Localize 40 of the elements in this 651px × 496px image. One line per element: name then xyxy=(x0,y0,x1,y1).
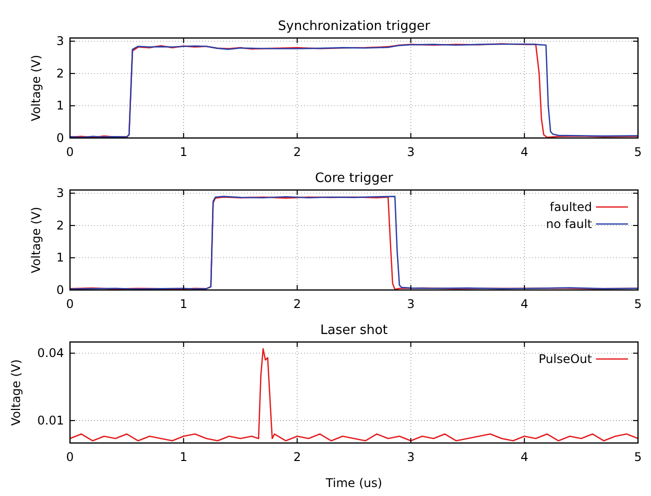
x-tick-label: 4 xyxy=(520,450,528,464)
chart-title: Laser shot xyxy=(320,323,388,338)
x-tick-label: 3 xyxy=(406,297,415,311)
y-tick-label: 3 xyxy=(56,34,64,48)
x-tick-label: 5 xyxy=(634,297,642,311)
x-tick-label: 4 xyxy=(520,145,528,159)
x-tick-label: 2 xyxy=(293,145,302,159)
x-tick-label: 3 xyxy=(406,450,415,464)
chart-title: Synchronization trigger xyxy=(278,19,431,34)
y-tick-label: 0 xyxy=(56,283,64,297)
y-tick-label: 2 xyxy=(56,66,64,80)
x-tick-label: 2 xyxy=(293,297,302,311)
x-tick-label: 0 xyxy=(66,450,74,464)
legend-label: PulseOut xyxy=(538,352,592,366)
x-tick-label: 1 xyxy=(180,450,188,464)
y-tick-label: 3 xyxy=(56,186,64,200)
line-series xyxy=(69,348,639,442)
x-tick-label: 1 xyxy=(180,297,188,311)
legend-label: no fault xyxy=(546,217,592,231)
y-tick-label: 0 xyxy=(56,131,64,145)
y-axis-title: Voltage (V) xyxy=(29,54,43,122)
y-axis-title: Voltage (V) xyxy=(9,359,23,426)
x-tick-label: 2 xyxy=(293,450,302,464)
x-tick-label: 5 xyxy=(634,145,642,159)
x-tick-label: 5 xyxy=(634,450,642,464)
line-series xyxy=(69,43,639,138)
x-axis-title: Time (us) xyxy=(324,476,382,490)
chart-title: Core trigger xyxy=(314,171,394,186)
y-tick-label: 0.01 xyxy=(37,414,64,428)
legend-label: faulted xyxy=(550,200,592,214)
y-tick-label: 0.04 xyxy=(37,346,64,360)
x-tick-label: 4 xyxy=(520,297,528,311)
y-axis-title: Voltage (V) xyxy=(29,206,43,274)
x-tick-label: 3 xyxy=(406,145,415,159)
y-tick-label: 1 xyxy=(56,98,64,113)
y-tick-label: 1 xyxy=(56,250,64,265)
x-tick-label: 1 xyxy=(180,145,188,159)
x-tick-label: 0 xyxy=(66,145,74,159)
x-tick-label: 0 xyxy=(66,297,74,311)
y-tick-label: 2 xyxy=(56,218,64,232)
